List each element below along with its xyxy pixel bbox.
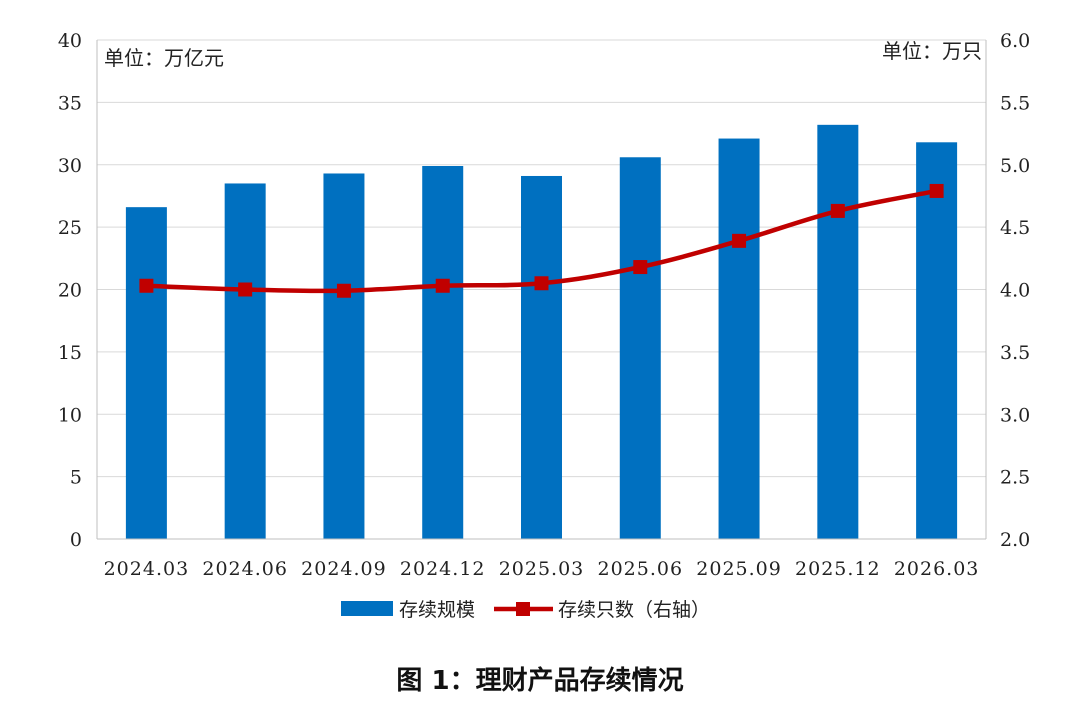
right-tick-label: 3.0: [1000, 404, 1030, 426]
bar-2025.12: [817, 124, 859, 539]
left-tick-label: 5: [70, 467, 82, 489]
legend-bar-label: 存续规模: [399, 599, 475, 621]
line-marker-2025.12: [830, 203, 845, 218]
x-tick-label: 2025.06: [597, 558, 683, 580]
line-marker-2024.03: [139, 278, 154, 293]
line-marker-2025.06: [633, 260, 648, 275]
left-tick-label: 25: [58, 217, 82, 239]
bar-2025.06: [619, 157, 661, 539]
x-tick-label: 2025.12: [795, 558, 881, 580]
left-tick-label: 10: [58, 404, 82, 426]
left-tick-label: 35: [58, 92, 82, 114]
bar-2026.03: [916, 142, 958, 540]
x-tick-label: 2025.03: [499, 558, 585, 580]
x-tick-label: 2025.09: [696, 558, 782, 580]
bar-2025.03: [521, 175, 562, 540]
bar-2024.12: [422, 165, 464, 539]
line-path: [146, 188, 938, 294]
x-tick-label: 2024.06: [202, 558, 288, 580]
legend-line-label: 存续只数（右轴）: [558, 599, 710, 621]
right-tick-label: 3.5: [1000, 342, 1030, 364]
right-tick-label: 2.5: [1000, 467, 1030, 489]
bar-series: [125, 124, 958, 540]
legend-bar-swatch: [341, 601, 393, 616]
x-tick-label: 2026.03: [894, 558, 980, 580]
line-marker-2025.09: [732, 233, 747, 248]
figure-caption: 图 1：理财产品存续情况: [396, 666, 684, 696]
left-tick-label: 30: [58, 155, 82, 177]
legend-line-marker: [516, 602, 530, 616]
left-tick-label: 20: [58, 280, 82, 302]
x-tick-label: 2024.03: [104, 558, 190, 580]
right-tick-label: 2.0: [1000, 529, 1030, 551]
line-marker-2024.09: [336, 283, 351, 298]
line-marker-2024.12: [435, 278, 450, 293]
bar-2024.03: [125, 207, 167, 540]
line-series: [139, 183, 944, 298]
x-tick-label: 2024.12: [400, 558, 486, 580]
left-tick-label: 0: [70, 529, 82, 551]
legend: 存续规模 存续只数（右轴）: [341, 599, 710, 621]
bar-2024.06: [224, 183, 266, 539]
right-tick-label: 4.5: [1000, 217, 1030, 239]
left-axis-unit-label: 单位：万亿元: [104, 46, 224, 70]
left-tick-label: 15: [58, 342, 82, 364]
bar-2025.09: [718, 138, 760, 540]
right-tick-label: 6.0: [1000, 30, 1030, 52]
right-tick-label: 5.5: [1000, 92, 1030, 114]
bar-2024.09: [323, 173, 365, 540]
left-tick-label: 40: [58, 30, 82, 52]
line-marker-2024.06: [238, 282, 253, 297]
right-tick-label: 5.0: [1000, 155, 1030, 177]
line-marker-2026.03: [929, 183, 944, 198]
axes: 0 5 10 15 20 25 30 35 40 2.0 2.5 3.0 3.5 4.0 4.5 5.0 5.5…: [58, 30, 1030, 580]
right-axis-unit-label: 单位：万只: [882, 39, 982, 63]
line-marker-2025.03: [534, 276, 549, 291]
right-tick-label: 4.0: [1000, 280, 1030, 302]
x-tick-label: 2024.09: [301, 558, 387, 580]
